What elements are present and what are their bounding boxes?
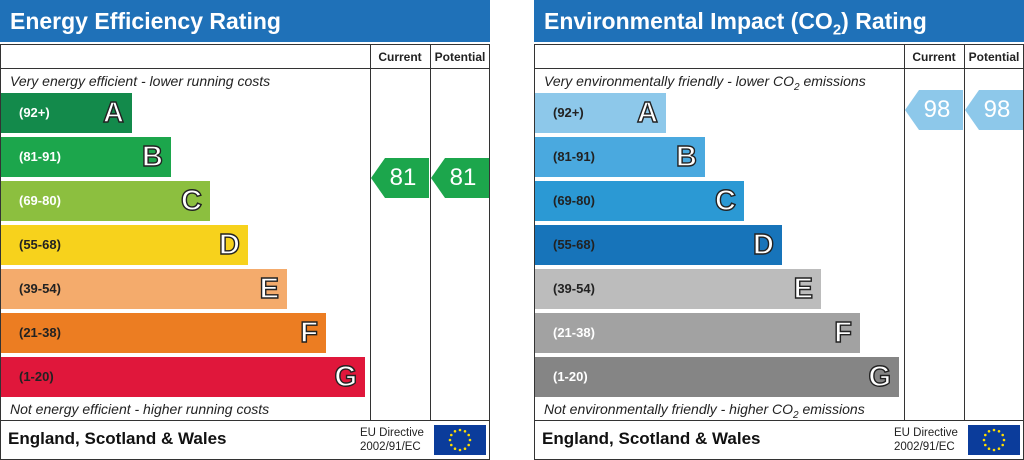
- band-letter: E: [259, 272, 280, 305]
- environment-footer-divider: [534, 420, 1024, 421]
- environment-band-f: (21-38) F: [535, 313, 860, 353]
- energy-footer-divider: [0, 420, 490, 421]
- environmental-impact-chart: Environmental Impact (CO2) Rating Curren…: [534, 0, 1024, 460]
- environment-band-a: (92+) A: [535, 93, 666, 133]
- energy-col-potential: Potential: [434, 50, 486, 64]
- environment-band-g: (1-20) G: [535, 357, 899, 397]
- energy-current-rating: 81: [371, 158, 429, 198]
- band-range: (21-38): [19, 325, 61, 340]
- band-letter: B: [675, 140, 697, 173]
- environment-col-potential: Potential: [968, 50, 1020, 64]
- note-text-suffix: emissions: [799, 73, 866, 89]
- band-range: (81-91): [19, 149, 61, 164]
- note-text: Not environmentally friendly - higher CO: [544, 401, 793, 417]
- energy-col-current: Current: [378, 50, 422, 64]
- note-subscript: 2: [793, 409, 799, 421]
- eu-flag-icon: [968, 425, 1020, 455]
- eu-directive-line2: 2002/91/EC: [894, 441, 955, 453]
- band-letter: G: [868, 360, 892, 393]
- note-text: Very environmentally friendly - lower CO: [544, 73, 795, 89]
- note-subscript: 2: [794, 81, 800, 93]
- band-range: (81-91): [553, 149, 595, 164]
- band-range: (69-80): [553, 193, 595, 208]
- eu-directive-line2: 2002/91/EC: [360, 441, 421, 453]
- note-text-suffix: emissions: [798, 401, 865, 417]
- environment-potential-rating: 98: [965, 90, 1023, 130]
- environment-divider-current: [904, 44, 905, 420]
- band-letter: C: [714, 184, 736, 217]
- band-letter: B: [141, 140, 163, 173]
- energy-band-a: (92+) A: [1, 93, 132, 133]
- band-range: (39-54): [553, 281, 595, 296]
- band-range: (1-20): [19, 369, 54, 384]
- energy-potential-rating: 81: [431, 158, 489, 198]
- environment-title: Environmental Impact (CO2) Rating: [534, 0, 1024, 42]
- environment-band-d: (55-68) D: [535, 225, 782, 265]
- rating-arrow-shape: [431, 158, 489, 198]
- band-range: (92+): [19, 105, 50, 120]
- band-letter: D: [752, 228, 774, 261]
- eu-flag-icon: [434, 425, 486, 455]
- environment-header-divider: [534, 68, 1024, 69]
- band-range: (55-68): [553, 237, 595, 252]
- environment-region: England, Scotland & Wales: [542, 429, 761, 448]
- environment-divider-potential: [964, 44, 965, 420]
- energy-band-e: (39-54) E: [1, 269, 287, 309]
- title-subscript: 2: [832, 21, 842, 39]
- environment-top-note: Very environmentally friendly - lower CO…: [544, 73, 866, 93]
- band-letter: C: [180, 184, 202, 217]
- title-text-suffix: ) Rating: [841, 8, 927, 34]
- energy-band-g: (1-20) G: [1, 357, 365, 397]
- rating-value: 81: [389, 164, 417, 191]
- environment-band-e: (39-54) E: [535, 269, 821, 309]
- environment-band-b: (81-91) B: [535, 137, 705, 177]
- environment-band-c: (69-80) C: [535, 181, 744, 221]
- band-letter: F: [834, 316, 853, 349]
- energy-band-c: (69-80) C: [1, 181, 210, 221]
- band-range: (21-38): [553, 325, 595, 340]
- rating-arrow-shape: [905, 90, 963, 130]
- band-letter: E: [793, 272, 814, 305]
- energy-divider-current: [370, 44, 371, 420]
- energy-band-f: (21-38) F: [1, 313, 326, 353]
- rating-value: 81: [449, 164, 477, 191]
- environment-current-rating: 98: [905, 90, 963, 130]
- rating-value: 98: [923, 96, 951, 123]
- energy-eu-directive: EU Directive 2002/91/EC: [360, 426, 424, 454]
- energy-top-note: Very energy efficient - lower running co…: [10, 73, 271, 89]
- band-range: (1-20): [553, 369, 588, 384]
- band-range: (92+): [553, 105, 584, 120]
- rating-arrow-shape: [965, 90, 1023, 130]
- band-range: (69-80): [19, 193, 61, 208]
- band-letter: F: [300, 316, 319, 349]
- environment-bottom-note: Not environmentally friendly - higher CO…: [544, 401, 865, 421]
- band-letter: D: [218, 228, 240, 261]
- rating-arrow-shape: [371, 158, 429, 198]
- title-text: Environmental Impact (CO: [544, 8, 833, 34]
- energy-band-b: (81-91) B: [1, 137, 171, 177]
- band-letter: A: [102, 96, 124, 129]
- energy-bottom-note: Not energy efficient - higher running co…: [10, 401, 270, 417]
- band-range: (39-54): [19, 281, 61, 296]
- eu-directive-line1: EU Directive: [894, 427, 958, 439]
- energy-band-d: (55-68) D: [1, 225, 248, 265]
- energy-header-divider: [0, 68, 490, 69]
- band-letter: A: [636, 96, 658, 129]
- eu-directive-line1: EU Directive: [360, 427, 424, 439]
- energy-divider-potential: [430, 44, 431, 420]
- rating-value: 98: [983, 96, 1011, 123]
- energy-region: England, Scotland & Wales: [8, 429, 227, 448]
- energy-title: Energy Efficiency Rating: [0, 0, 490, 42]
- environment-eu-directive: EU Directive 2002/91/EC: [894, 426, 958, 454]
- environment-col-current: Current: [912, 50, 956, 64]
- energy-efficiency-chart: Energy Efficiency Rating Current Potenti…: [0, 0, 490, 460]
- band-range: (55-68): [19, 237, 61, 252]
- band-letter: G: [334, 360, 358, 393]
